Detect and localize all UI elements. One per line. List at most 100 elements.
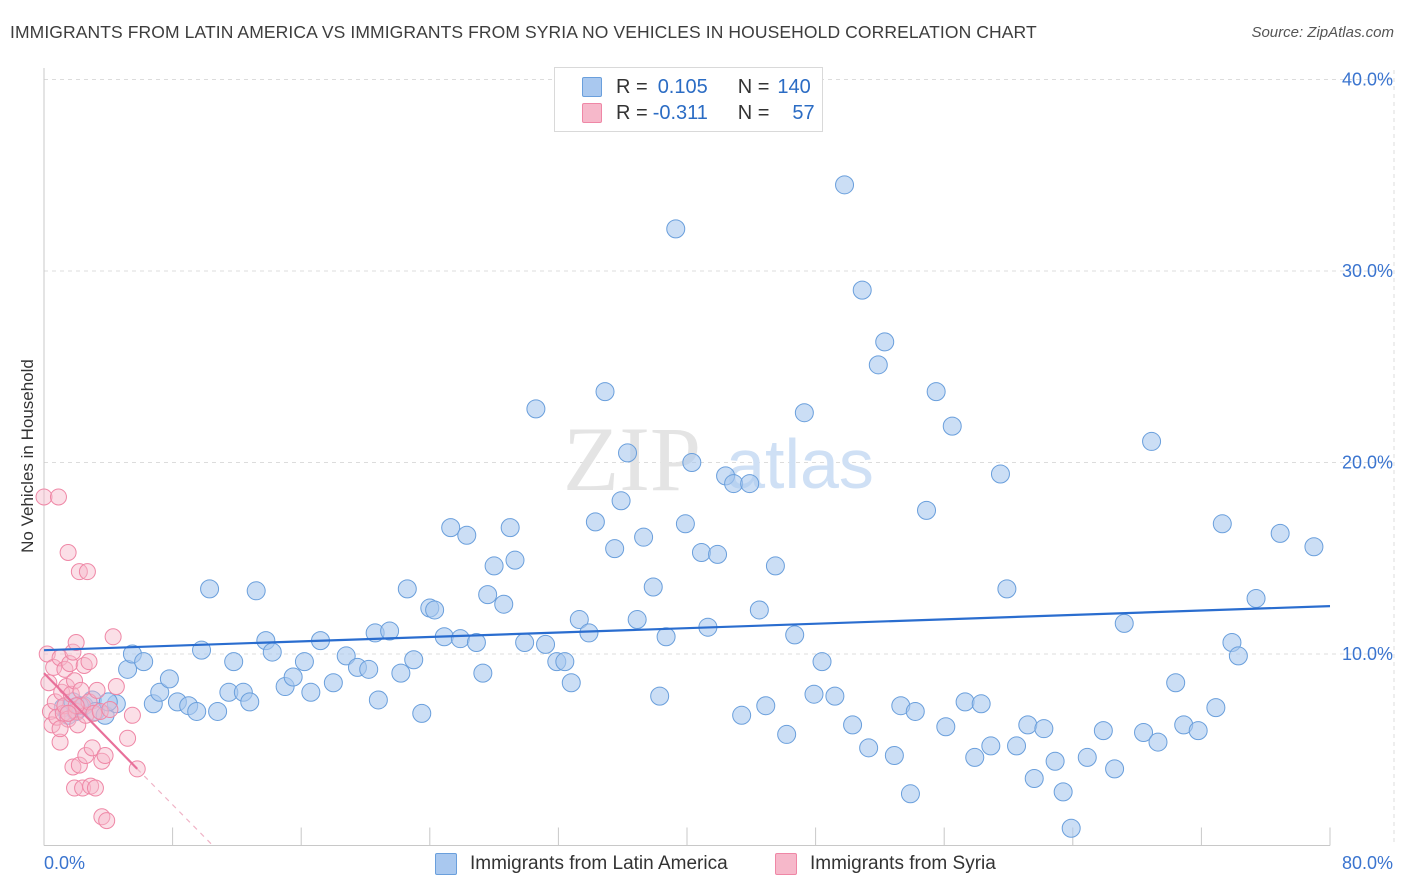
data-point-syria bbox=[56, 660, 74, 678]
legend-item-syria: Immigrants from Syria bbox=[775, 852, 996, 876]
legend-n-label: N = bbox=[737, 75, 770, 98]
data-point-latin-america bbox=[740, 474, 760, 494]
data-point-latin-america bbox=[708, 544, 728, 564]
data-point-latin-america bbox=[1206, 698, 1226, 718]
data-point-latin-america bbox=[380, 621, 400, 641]
data-point-latin-america bbox=[682, 453, 702, 472]
data-point-latin-america bbox=[1034, 719, 1054, 739]
x-tick-label-max: 80.0% bbox=[1342, 853, 1393, 873]
data-point-latin-america bbox=[627, 610, 647, 630]
data-point-syria bbox=[104, 628, 122, 646]
data-point-latin-america bbox=[777, 724, 797, 744]
data-point-latin-america bbox=[794, 403, 814, 423]
data-point-latin-america bbox=[1105, 759, 1125, 779]
data-point-latin-america bbox=[917, 500, 937, 520]
data-point-latin-america bbox=[656, 627, 676, 647]
data-point-latin-america bbox=[605, 539, 625, 559]
data-point-latin-america bbox=[1007, 736, 1027, 756]
legend-row-latin-america: R = 0.105 N = 140 bbox=[582, 75, 811, 99]
correlation-legend: R = 0.105 N = 140 R = -0.311 N = 57 bbox=[554, 67, 823, 132]
data-point-latin-america bbox=[585, 512, 605, 532]
data-point-syria bbox=[59, 544, 77, 562]
data-point-latin-america bbox=[526, 399, 546, 419]
legend-n-label: N = bbox=[737, 101, 770, 124]
legend-swatch-pink bbox=[775, 853, 797, 875]
data-point-syria bbox=[46, 693, 64, 711]
data-point-latin-america bbox=[246, 581, 266, 601]
data-point-syria bbox=[98, 812, 116, 830]
trend-line-syria bbox=[43, 672, 139, 770]
data-point-latin-america bbox=[224, 652, 244, 672]
data-point-syria bbox=[107, 678, 125, 696]
data-point-latin-america bbox=[323, 673, 343, 693]
data-point-latin-america bbox=[1246, 588, 1266, 608]
data-point-latin-america bbox=[1114, 613, 1134, 633]
data-point-syria bbox=[49, 488, 67, 506]
data-point-latin-america bbox=[359, 659, 379, 679]
data-point-latin-america bbox=[569, 610, 589, 630]
data-point-latin-america bbox=[1166, 673, 1186, 693]
data-point-latin-america bbox=[785, 625, 805, 645]
data-point-latin-america bbox=[404, 650, 424, 670]
data-point-latin-america bbox=[391, 663, 411, 683]
legend-label-latin-america: Immigrants from Latin America bbox=[470, 853, 728, 874]
data-point-syria bbox=[40, 674, 58, 692]
data-point-latin-america bbox=[473, 663, 493, 683]
data-point-latin-america bbox=[208, 701, 228, 721]
data-point-latin-america bbox=[825, 686, 845, 706]
data-point-latin-america bbox=[1188, 721, 1208, 741]
data-point-syria bbox=[35, 488, 53, 506]
data-point-latin-america bbox=[936, 717, 956, 737]
data-point-latin-america bbox=[134, 652, 154, 672]
data-point-latin-america bbox=[1018, 715, 1038, 735]
legend-label-syria: Immigrants from Syria bbox=[810, 853, 996, 874]
data-point-syria bbox=[119, 729, 137, 747]
data-point-syria bbox=[66, 672, 84, 690]
data-point-latin-america bbox=[555, 652, 575, 672]
data-point-latin-america bbox=[1228, 646, 1248, 666]
legend-r-value: 0.105 bbox=[657, 75, 708, 98]
data-point-latin-america bbox=[997, 579, 1017, 599]
data-point-latin-america bbox=[926, 382, 946, 402]
data-point-latin-america bbox=[868, 355, 888, 375]
trend-lines bbox=[43, 605, 1331, 846]
data-point-syria bbox=[83, 739, 101, 757]
data-point-latin-america bbox=[595, 382, 615, 402]
y-tick-label: 40.0% bbox=[1342, 70, 1393, 90]
y-axis-title: No Vehicles in Household bbox=[18, 359, 37, 553]
data-point-latin-america bbox=[1270, 523, 1290, 543]
data-point-latin-america bbox=[971, 694, 991, 714]
legend-r-label: R = bbox=[616, 75, 648, 98]
data-point-latin-america bbox=[1053, 782, 1073, 802]
trend-line-latin-america bbox=[43, 605, 1331, 652]
data-point-latin-america bbox=[965, 747, 985, 767]
series-latin-america bbox=[53, 175, 1324, 838]
data-point-latin-america bbox=[536, 634, 556, 654]
data-point-latin-america bbox=[294, 652, 314, 672]
data-point-syria bbox=[51, 733, 69, 751]
data-point-latin-america bbox=[200, 579, 220, 599]
data-point-latin-america bbox=[441, 518, 461, 538]
data-point-latin-america bbox=[955, 692, 975, 712]
data-point-latin-america bbox=[397, 579, 417, 599]
data-point-latin-america bbox=[765, 556, 785, 576]
data-point-syria bbox=[93, 752, 111, 770]
data-point-latin-america bbox=[804, 684, 824, 704]
data-point-latin-america bbox=[466, 633, 486, 653]
data-point-latin-america bbox=[457, 525, 477, 545]
legend-r-label: R = bbox=[616, 101, 648, 124]
data-point-latin-america bbox=[579, 623, 599, 643]
data-point-latin-america bbox=[450, 629, 470, 649]
data-point-syria bbox=[51, 720, 69, 738]
data-point-latin-america bbox=[484, 556, 504, 576]
y-tick-label: 30.0% bbox=[1342, 261, 1393, 281]
data-point-latin-america bbox=[756, 696, 776, 716]
data-point-syria bbox=[67, 634, 85, 652]
data-point-latin-america bbox=[1148, 732, 1168, 752]
data-point-latin-america bbox=[425, 600, 445, 620]
data-point-syria bbox=[41, 702, 59, 720]
data-point-latin-america bbox=[240, 692, 260, 712]
data-point-latin-america bbox=[691, 543, 711, 563]
y-tick-label: 20.0% bbox=[1342, 453, 1393, 473]
data-point-latin-america bbox=[336, 646, 356, 666]
